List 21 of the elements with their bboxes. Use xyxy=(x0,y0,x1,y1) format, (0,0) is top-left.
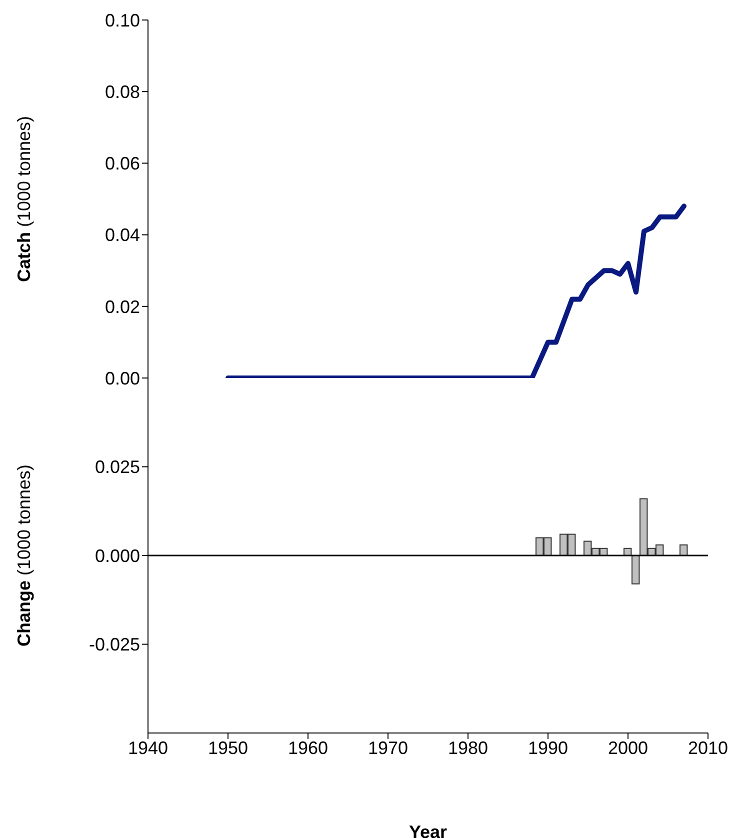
y-tick-label: 0.000 xyxy=(94,546,140,566)
y-tick-label: 0.08 xyxy=(104,82,140,102)
x-tick-label: 2010 xyxy=(688,738,728,758)
bar xyxy=(632,555,640,584)
y-tick-label: 0.00 xyxy=(104,368,140,388)
y-tick-label: 0.06 xyxy=(104,154,140,174)
x-tick-label: 1990 xyxy=(528,738,568,758)
x-tick-label: 2000 xyxy=(608,738,648,758)
y-tick-label: 0.10 xyxy=(104,10,140,30)
x-tick-label: 1970 xyxy=(368,738,408,758)
x-tick-label: 1980 xyxy=(448,738,488,758)
x-axis-title: Year xyxy=(408,822,448,838)
x-tick-label: 1960 xyxy=(288,738,328,758)
y-tick-label: 0.04 xyxy=(104,225,140,246)
y-axis-title: Change (1000 tonnes) xyxy=(14,464,34,647)
x-tick-label: 1940 xyxy=(128,738,168,758)
y-tick-label: 0.02 xyxy=(104,296,140,317)
y-axis-title: Catch (1000 tonnes) xyxy=(14,116,34,282)
x-tick-label: 1950 xyxy=(208,738,248,758)
y-tick-label: 0.025 xyxy=(94,457,140,478)
y-tick-label: -0.025 xyxy=(88,634,140,655)
